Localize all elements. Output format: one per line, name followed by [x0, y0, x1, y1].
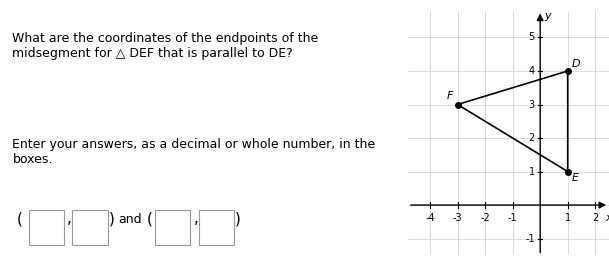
Text: 1: 1 [529, 167, 535, 177]
Text: (: ( [147, 211, 153, 226]
Text: and: and [118, 213, 142, 226]
Text: -4: -4 [425, 213, 435, 223]
Text: 1: 1 [565, 213, 571, 223]
FancyBboxPatch shape [199, 210, 234, 245]
Text: ,: , [194, 211, 199, 226]
Text: 2: 2 [529, 133, 535, 143]
Text: y: y [544, 11, 551, 21]
Text: -1: -1 [508, 213, 518, 223]
Text: What are the coordinates of the endpoints of the
midsegment for △ DEF that is pa: What are the coordinates of the endpoint… [12, 32, 319, 60]
Text: -1: -1 [525, 234, 535, 244]
Text: F: F [447, 91, 454, 101]
Text: x: x [606, 213, 609, 223]
Text: 4: 4 [529, 66, 535, 76]
Text: ): ) [235, 211, 241, 226]
FancyBboxPatch shape [155, 210, 191, 245]
Text: 2: 2 [592, 213, 599, 223]
Text: -2: -2 [481, 213, 490, 223]
Text: ,: , [67, 211, 72, 226]
Text: ): ) [109, 211, 114, 226]
Text: E: E [572, 173, 579, 183]
Text: Enter your answers, as a decimal or whole number, in the
boxes.: Enter your answers, as a decimal or whol… [12, 138, 376, 166]
Text: (: ( [16, 211, 23, 226]
FancyBboxPatch shape [72, 210, 108, 245]
Text: D: D [572, 59, 580, 69]
FancyBboxPatch shape [29, 210, 64, 245]
Text: 3: 3 [529, 99, 535, 110]
Text: -3: -3 [452, 213, 462, 223]
Text: 5: 5 [529, 32, 535, 43]
